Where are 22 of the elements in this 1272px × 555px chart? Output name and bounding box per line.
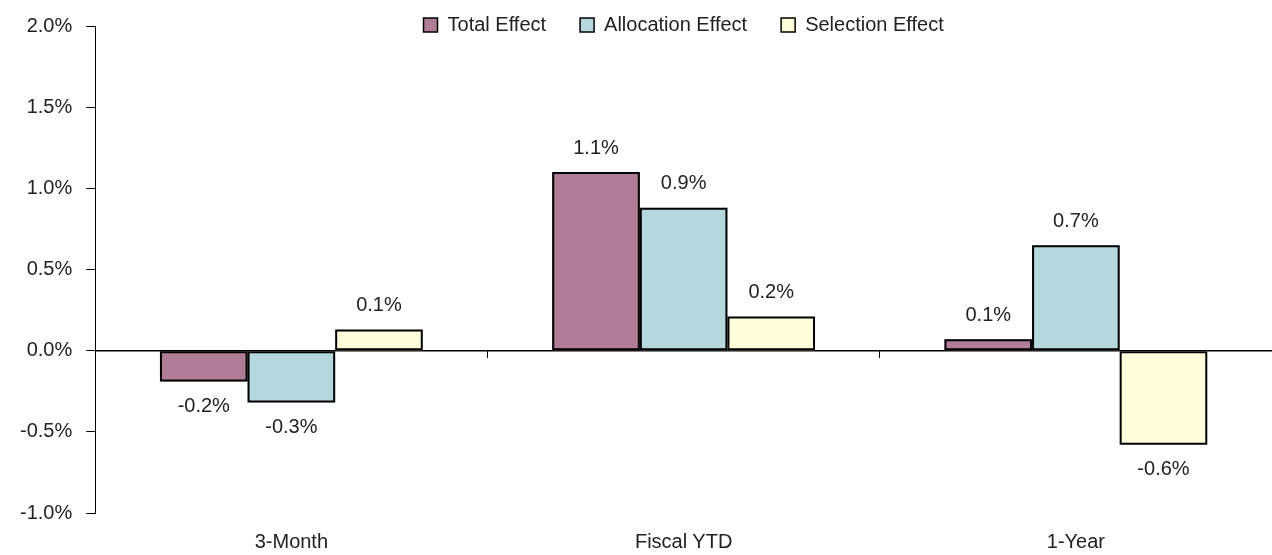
y-tick-label: 1.5% <box>26 94 73 117</box>
data-label: 0.2% <box>748 280 795 303</box>
legend-label: Total Effect <box>447 12 547 35</box>
legend-label: Allocation Effect <box>604 12 748 35</box>
x-tick-label: 3-Month <box>254 529 329 552</box>
data-label: 0.7% <box>1053 208 1099 231</box>
y-tick-label: -1.0% <box>20 500 73 523</box>
data-label: 1.1% <box>573 135 620 158</box>
y-tick-label: 0.0% <box>26 338 73 361</box>
x-tick-label: 1-Year <box>1046 529 1106 552</box>
y-tick-label: -0.5% <box>20 419 73 442</box>
data-label: 0.9% <box>660 171 707 194</box>
x-tick-label: Fiscal YTD <box>634 529 733 552</box>
data-label: -0.3% <box>265 415 318 438</box>
y-tick-label: 2.0% <box>26 13 73 36</box>
legend-label: Selection Effect <box>805 12 945 35</box>
data-label: -0.2% <box>177 394 231 417</box>
data-label: -0.6% <box>1137 457 1190 480</box>
y-tick-label: 0.5% <box>26 257 73 280</box>
data-label: 0.1% <box>965 302 1012 325</box>
y-tick-label: 1.0% <box>26 175 73 198</box>
data-label: 0.1% <box>356 293 402 316</box>
